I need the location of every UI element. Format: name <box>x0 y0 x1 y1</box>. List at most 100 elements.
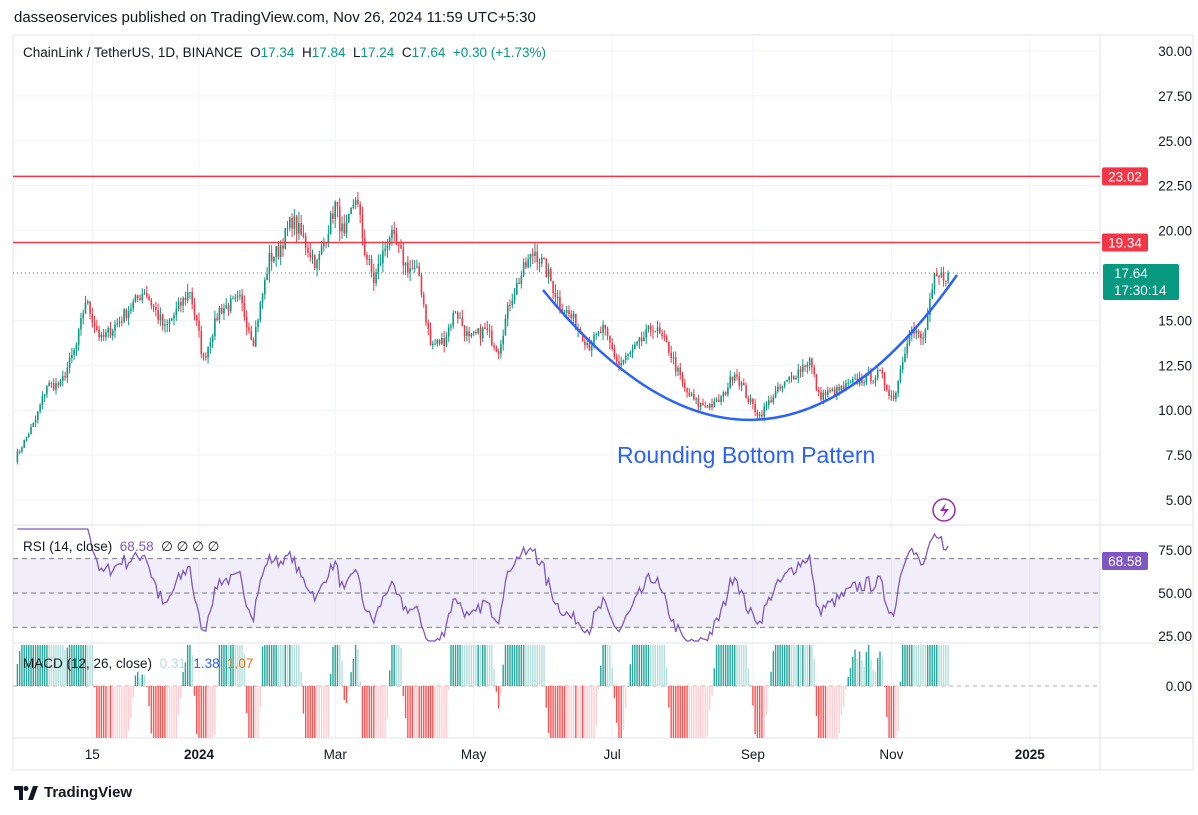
macd-histogram-bar <box>146 686 148 687</box>
macd-histogram-bar <box>622 686 625 731</box>
macd-histogram-bar <box>234 645 237 686</box>
macd-histogram-bar <box>922 645 924 686</box>
candle-body <box>892 395 895 399</box>
candle-body <box>520 275 523 285</box>
macd-histogram-bar <box>37 645 39 686</box>
macd-histogram-bar <box>193 686 196 696</box>
tradingview-logo[interactable]: TradingView <box>14 784 132 801</box>
macd-histogram-bar <box>391 645 393 686</box>
macd-histogram-bar <box>511 645 513 686</box>
candle-body <box>422 294 425 305</box>
candle-body <box>654 331 657 333</box>
macd-histogram-bar <box>386 686 389 719</box>
candle-body <box>259 302 262 321</box>
candle-body <box>379 263 382 265</box>
candle-body <box>854 378 856 380</box>
candle-body <box>500 344 502 354</box>
candle-body <box>611 342 613 349</box>
candle-body <box>606 328 609 336</box>
candle-body <box>202 354 205 357</box>
candle-body <box>879 370 881 372</box>
candle-body <box>307 247 309 253</box>
macd-histogram-bar <box>536 645 538 686</box>
candle-body <box>938 276 940 278</box>
macd-histogram-bar <box>466 645 468 686</box>
candle-body <box>48 382 50 387</box>
candle-body <box>595 334 598 336</box>
candle-body <box>749 398 752 403</box>
macd-histogram-bar <box>291 645 293 686</box>
candle-body <box>270 253 273 262</box>
macd-histogram-bar <box>729 645 731 686</box>
candle-body <box>200 330 203 355</box>
macd-histogram-bar <box>650 645 652 686</box>
macd-histogram-bar <box>402 686 404 697</box>
macd-histogram-bar <box>643 645 645 686</box>
macd-legend[interactable]: MACD (12, 26, close) 0.31 1.38 1.07 <box>23 656 253 671</box>
candle-body <box>797 369 800 378</box>
candle-body <box>352 205 355 209</box>
macd-histogram-bar <box>316 686 318 738</box>
candle-body <box>261 294 264 303</box>
macd-histogram-bar <box>259 686 261 708</box>
candle-body <box>445 336 448 347</box>
macd-histogram-bar <box>48 645 50 686</box>
candle-body <box>309 252 312 258</box>
macd-histogram-bar <box>752 686 754 706</box>
candle-body <box>461 317 464 326</box>
candle-body <box>327 234 330 243</box>
candle-body <box>472 331 475 334</box>
candle-body <box>808 358 811 366</box>
macd-histogram-bar <box>409 686 411 738</box>
macd-histogram-bar <box>191 655 193 686</box>
macd-histogram-bar <box>625 686 627 708</box>
macd-histogram-bar <box>393 645 395 686</box>
macd-histogram-bar <box>507 645 509 686</box>
change-value: +0.30 (+1.73%) <box>452 45 546 60</box>
candle-body <box>559 296 561 309</box>
macd-histogram-bar <box>327 686 330 738</box>
candle-body <box>552 281 554 293</box>
candle-body <box>849 382 852 384</box>
rsi-extras: ∅ ∅ ∅ ∅ <box>161 539 220 554</box>
candle-body <box>565 310 568 313</box>
macd-histogram-bar <box>137 671 139 686</box>
macd-histogram-bar <box>770 671 772 686</box>
macd-histogram-bar <box>763 686 765 738</box>
macd-histogram-bar <box>586 686 588 738</box>
candle-body <box>647 325 650 330</box>
candle-body <box>266 274 268 281</box>
macd-histogram-bar <box>55 645 57 686</box>
macd-histogram-bar <box>945 645 947 686</box>
candle-body <box>227 305 230 311</box>
candle-body <box>320 246 323 255</box>
candle-body <box>105 332 107 337</box>
candle-body <box>182 297 184 306</box>
candle-body <box>497 351 500 354</box>
macd-histogram-bar <box>241 645 243 686</box>
macd-histogram-bar <box>152 686 155 738</box>
rsi-legend[interactable]: RSI (14, close) 68.58 ∅ ∅ ∅ ∅ <box>23 539 219 555</box>
candle-body <box>277 246 280 257</box>
candle-body <box>570 314 573 318</box>
macd-histogram-bar <box>879 651 881 686</box>
macd-histogram-bar <box>845 686 847 690</box>
macd-histogram-bar <box>289 645 291 686</box>
macd-histogram-bar <box>116 686 118 738</box>
candle-body <box>220 307 223 314</box>
macd-histogram-bar <box>842 686 845 708</box>
macd-histogram-bar <box>25 645 28 686</box>
candle-body <box>513 294 516 301</box>
candle-body <box>245 317 248 328</box>
macd-histogram-bar <box>112 686 114 738</box>
candle-body <box>529 253 532 260</box>
macd-histogram-bar <box>239 645 241 686</box>
candle-body <box>758 414 761 417</box>
macd-histogram-bar <box>611 667 613 686</box>
candle-body <box>334 201 336 219</box>
candle-body <box>434 343 436 345</box>
candle-body <box>799 369 802 372</box>
macd-histogram-bar <box>84 645 87 686</box>
macd-histogram-bar <box>756 686 759 738</box>
